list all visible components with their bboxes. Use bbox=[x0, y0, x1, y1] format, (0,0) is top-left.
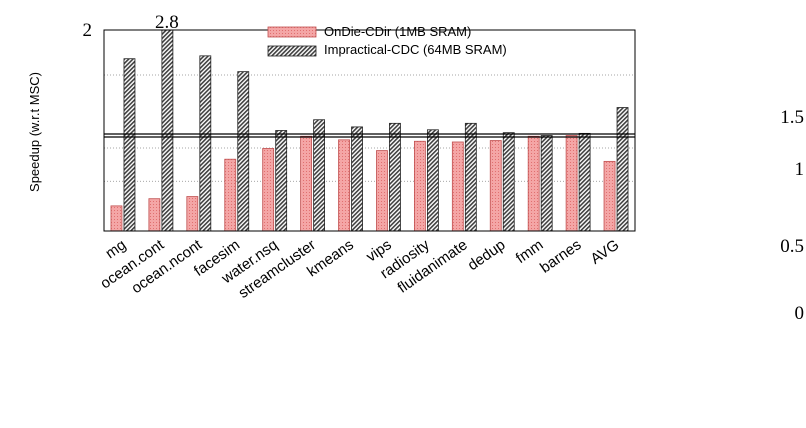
legend-label: Impractical-CDC (64MB SRAM) bbox=[324, 42, 507, 57]
y-axis-label: Speedup (w.r.t MSC) bbox=[27, 72, 42, 192]
bar-impractical-cdc bbox=[313, 119, 326, 232]
bar-ondie-cdir bbox=[148, 198, 161, 232]
y-axis: 2 1.5 1 0.5 0 bbox=[83, 20, 805, 324]
x-tick-label: barnes bbox=[537, 236, 584, 276]
x-axis: mgocean.contocean.ncontfacesimwater.nsqs… bbox=[97, 236, 622, 302]
bar-ondie-cdir bbox=[413, 140, 426, 232]
bar-impractical-cdc bbox=[161, 29, 174, 232]
bar-ondie-cdir bbox=[603, 160, 616, 232]
bar-impractical-cdc bbox=[578, 132, 591, 232]
annotations: 2.8 bbox=[155, 12, 179, 33]
plot-frame bbox=[103, 29, 636, 232]
bar-ondie-cdir bbox=[224, 158, 237, 232]
bar-impractical-cdc bbox=[389, 122, 401, 232]
y-tick-label: 1.5 bbox=[780, 107, 804, 128]
grid-lines bbox=[104, 74, 635, 182]
bar-ondie-cdir bbox=[186, 196, 199, 232]
bar-impractical-cdc bbox=[464, 122, 477, 232]
bars bbox=[110, 29, 629, 232]
bar-ondie-cdir bbox=[527, 135, 540, 232]
bar-ondie-cdir bbox=[489, 140, 502, 232]
bar-ondie-cdir bbox=[300, 135, 313, 232]
bar-impractical-cdc bbox=[275, 130, 288, 232]
bar-ondie-cdir bbox=[376, 150, 388, 232]
bar-ondie-cdir bbox=[565, 135, 578, 232]
bar-impractical-cdc bbox=[616, 107, 629, 232]
bar-impractical-cdc bbox=[123, 58, 136, 232]
bar-ondie-cdir bbox=[451, 141, 464, 232]
y-tick-label: 1 bbox=[795, 159, 805, 180]
bar-impractical-cdc bbox=[540, 135, 553, 232]
x-tick-label: AVG bbox=[588, 236, 623, 267]
legend-swatch-ondie-cdir bbox=[267, 26, 317, 38]
y-tick-label: 0 bbox=[795, 303, 805, 324]
bar-impractical-cdc bbox=[426, 129, 439, 232]
legend-swatch-impractical-cdc bbox=[267, 45, 317, 57]
reference-line bbox=[104, 133, 635, 138]
bar-ondie-cdir bbox=[110, 205, 123, 232]
x-tick-label: dedup bbox=[465, 236, 509, 274]
bar-impractical-cdc bbox=[351, 126, 363, 232]
legend-label: OnDie-CDir (1MB SRAM) bbox=[324, 24, 471, 39]
bar-ondie-cdir bbox=[338, 139, 350, 232]
y-tick-label: 2 bbox=[83, 20, 93, 41]
bar-impractical-cdc bbox=[237, 71, 250, 232]
bar-impractical-cdc bbox=[199, 55, 212, 232]
legend: OnDie-CDir (1MB SRAM) Impractical-CDC (64… bbox=[267, 24, 507, 57]
bar-ondie-cdir bbox=[262, 148, 275, 232]
bar-impractical-cdc bbox=[502, 132, 515, 232]
y-tick-label: 0.5 bbox=[780, 236, 804, 257]
value-annotation: 2.8 bbox=[155, 12, 179, 33]
